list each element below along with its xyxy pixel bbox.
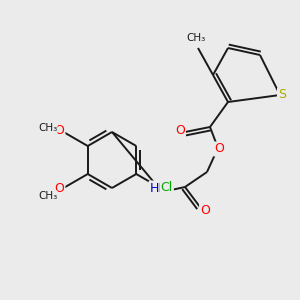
Text: O: O: [55, 182, 64, 196]
Text: O: O: [200, 203, 210, 217]
Text: CH₃: CH₃: [38, 123, 57, 133]
Text: O: O: [55, 124, 64, 137]
Text: HN: HN: [150, 182, 168, 194]
Text: Cl: Cl: [160, 181, 173, 194]
Text: O: O: [214, 142, 224, 155]
Text: CH₃: CH₃: [38, 191, 57, 201]
Text: CH₃: CH₃: [186, 33, 206, 43]
Text: S: S: [278, 88, 286, 101]
Text: O: O: [175, 124, 185, 137]
